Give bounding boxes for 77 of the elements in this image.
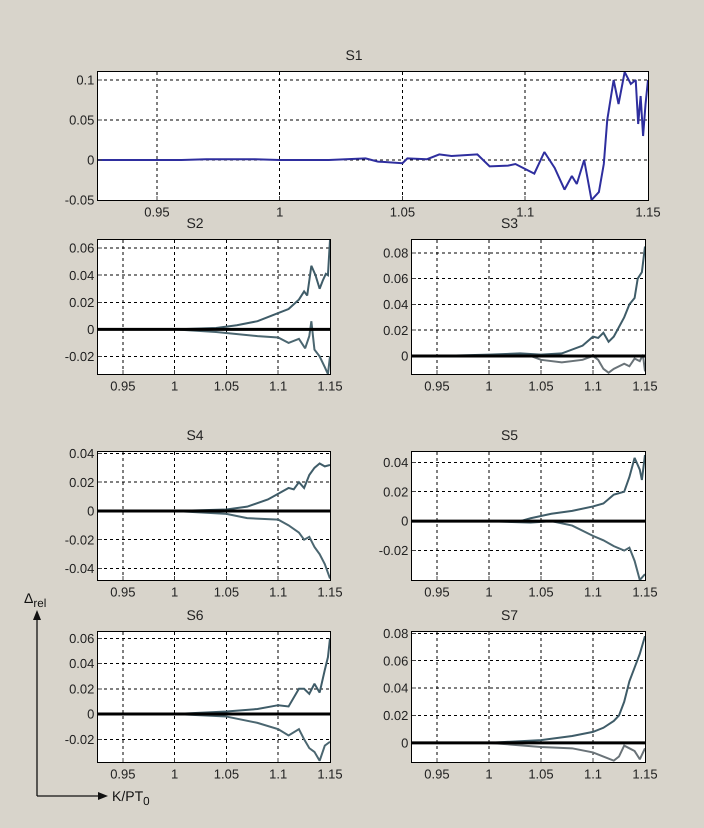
y-tick-label: 0 [87,706,94,722]
y-tick-label: 0.1 [76,72,94,88]
chart-title: S3 [500,214,518,231]
x-tick-label: 1.1 [516,204,534,220]
y-tick-label: 0.04 [383,454,408,470]
y-tick-label: 0.08 [383,245,408,260]
x-tick-label: 0.95 [110,378,136,394]
y-tick-label: -0.02 [64,348,94,364]
x-tick-label: 1 [485,766,493,782]
y-tick-label: 0 [87,152,94,168]
x-axis-title: K/PT$_{0}$ [112,788,150,808]
x-tick-label: 1 [171,766,178,782]
chart-title: S1 [345,46,363,63]
x-tick-label: 0.95 [424,766,450,782]
x-tick-label: 0.95 [144,204,170,220]
y-tick-label: 0.04 [383,680,408,696]
y-tick-label: 0.06 [69,630,94,646]
x-tick-label: 1.15 [317,378,343,394]
y-tick-label: -0.05 [64,192,94,208]
x-tick-label: 1 [485,378,493,394]
y-tick-label: 0.04 [383,296,408,312]
chart-title: S5 [500,426,518,443]
y-tick-label: 0 [87,504,94,519]
y-tick-label: 0.02 [69,681,94,696]
y-tick-label: -0.02 [64,532,94,548]
y-tick-label: 0.02 [383,484,408,500]
y-tick-label: 0.06 [383,653,408,668]
x-tick-label: 1.05 [390,204,416,220]
y-tick-label: 0.08 [383,626,408,641]
x-tick-label: 1.1 [269,766,288,782]
x-tick-label: 1.05 [214,584,240,600]
y-tick-label: -0.02 [64,732,94,747]
chart-title: S2 [186,214,204,231]
x-tick-label: 0.95 [110,766,136,782]
x-tick-label: 1 [276,204,284,220]
x-tick-label: 1.05 [214,378,240,394]
y-tick-label: -0.04 [64,561,94,576]
y-tick-label: 0.04 [69,268,94,283]
x-tick-label: 1.15 [632,378,658,394]
chart-title: S6 [186,606,204,623]
x-tick-label: 1 [485,584,493,600]
y-tick-label: 0 [401,514,408,529]
chart-title: S7 [500,606,518,623]
y-tick-label: 0.04 [69,656,94,672]
x-tick-label: 1.15 [632,766,658,782]
y-tick-label: 0.02 [383,708,408,724]
x-tick-label: 1.1 [584,766,602,782]
y-axis-title: Δ$_{rel}$ [24,590,46,610]
x-tick-label: 1.1 [269,378,288,394]
y-tick-label: 0 [401,735,408,750]
x-tick-label: 1 [171,584,178,600]
x-tick-label: 1.05 [528,584,554,600]
x-tick-label: 0.95 [424,584,450,600]
chart-title: S4 [186,426,204,443]
y-tick-label: 0.02 [69,474,94,490]
x-tick-label: 1 [171,378,178,394]
x-tick-label: 1.1 [584,584,602,600]
x-tick-label: 1.05 [528,766,554,782]
x-tick-label: 0.95 [424,378,450,394]
y-tick-label: 0.06 [69,240,94,256]
y-tick-label: 0.04 [69,446,94,461]
x-tick-label: 1.1 [584,378,602,394]
x-tick-label: 0.95 [110,584,136,600]
y-tick-label: 0 [87,322,94,337]
y-tick-label: -0.02 [378,543,408,558]
x-tick-label: 1.05 [214,766,240,782]
x-tick-label: 1.15 [317,766,343,782]
y-tick-label: 0.02 [69,294,94,310]
y-tick-label: 0.06 [383,271,408,286]
x-tick-label: 1.15 [635,204,661,220]
y-tick-label: 0 [401,348,408,364]
x-tick-label: 1.1 [269,584,288,600]
x-tick-label: 1.15 [632,584,658,600]
y-tick-label: 0.02 [383,322,408,338]
y-tick-label: 0.05 [69,112,94,128]
x-tick-label: 1.05 [528,378,554,394]
x-tick-label: 1.15 [317,584,343,600]
